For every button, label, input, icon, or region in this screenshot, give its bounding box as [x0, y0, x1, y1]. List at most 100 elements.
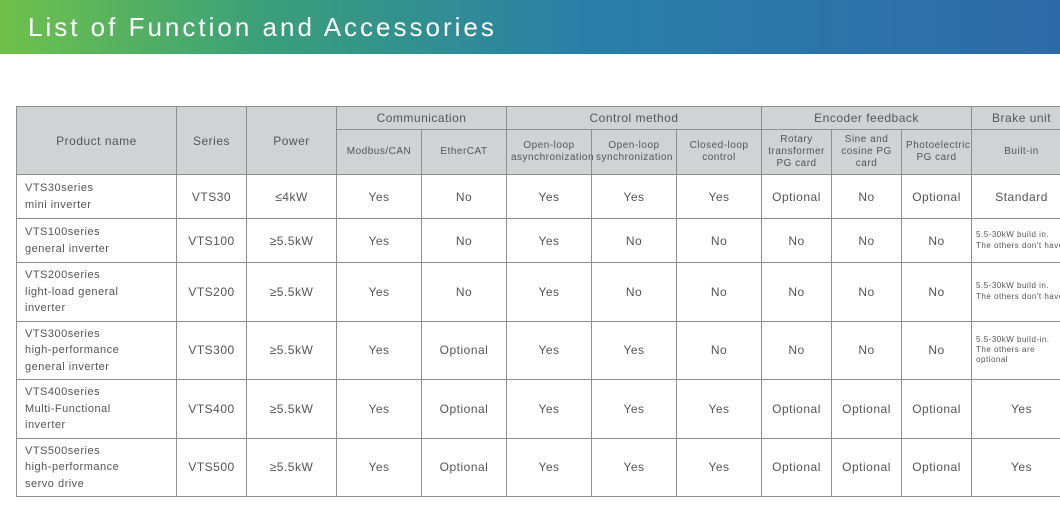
header-row-top: Product name Series Power Communication …: [17, 107, 1060, 130]
th-closed-loop: Closed-loop control: [677, 130, 762, 175]
th-brake-unit: Brake unit: [972, 107, 1060, 130]
table-row: VTS200serieslight-load generalinverterVT…: [17, 263, 1060, 322]
cell-photo: Optional: [902, 175, 972, 219]
th-photo: Photoelectric PG card: [902, 130, 972, 175]
function-table: Product name Series Power Communication …: [16, 106, 1060, 497]
cell-product-name: VTS100seriesgeneral inverter: [17, 219, 177, 263]
cell-product-name: VTS500serieshigh-performanceservo drive: [17, 438, 177, 497]
cell-open-sync: No: [592, 219, 677, 263]
table-row: VTS100seriesgeneral inverterVTS100≥5.5kW…: [17, 219, 1060, 263]
cell-modbus: Yes: [337, 263, 422, 322]
cell-photo: No: [902, 321, 972, 380]
table-row: VTS30seriesmini inverterVTS30≤4kWYesNoYe…: [17, 175, 1060, 219]
cell-open-async: Yes: [507, 438, 592, 497]
cell-open-async: Yes: [507, 175, 592, 219]
th-encoder-feedback: Encoder feedback: [762, 107, 972, 130]
table-body: VTS30seriesmini inverterVTS30≤4kWYesNoYe…: [17, 175, 1060, 497]
cell-rotary: Optional: [762, 175, 832, 219]
cell-open-sync: Yes: [592, 321, 677, 380]
cell-photo: Optional: [902, 438, 972, 497]
cell-rotary: No: [762, 321, 832, 380]
table-row: VTS400seriesMulti-FunctionalinverterVTS4…: [17, 380, 1060, 439]
cell-brake: 5.5-30kW build in.The others don't have: [972, 219, 1060, 263]
cell-rotary: Optional: [762, 438, 832, 497]
cell-closed-loop: Yes: [677, 380, 762, 439]
cell-sine-cos: Optional: [832, 380, 902, 439]
cell-brake: 5.5-30kW build-in.The others are optiona…: [972, 321, 1060, 380]
cell-product-name: VTS200serieslight-load generalinverter: [17, 263, 177, 322]
cell-modbus: Yes: [337, 175, 422, 219]
cell-open-async: Yes: [507, 219, 592, 263]
table-row: VTS500serieshigh-performanceservo driveV…: [17, 438, 1060, 497]
cell-power: ≤4kW: [247, 175, 337, 219]
cell-product-name: VTS30seriesmini inverter: [17, 175, 177, 219]
th-ethercat: EtherCAT: [422, 130, 507, 175]
title-bar: List of Function and Accessories: [0, 0, 1060, 54]
cell-modbus: Yes: [337, 219, 422, 263]
cell-closed-loop: No: [677, 219, 762, 263]
cell-ethercat: Optional: [422, 380, 507, 439]
cell-closed-loop: No: [677, 263, 762, 322]
cell-sine-cos: No: [832, 175, 902, 219]
cell-power: ≥5.5kW: [247, 438, 337, 497]
cell-series: VTS400: [177, 380, 247, 439]
cell-modbus: Yes: [337, 380, 422, 439]
th-power: Power: [247, 107, 337, 175]
cell-ethercat: Optional: [422, 321, 507, 380]
cell-photo: No: [902, 219, 972, 263]
cell-open-async: Yes: [507, 321, 592, 380]
th-communication: Communication: [337, 107, 507, 130]
cell-open-sync: No: [592, 263, 677, 322]
cell-product-name: VTS300serieshigh-performancegeneral inve…: [17, 321, 177, 380]
th-sine-cos: Sine and cosine PG card: [832, 130, 902, 175]
cell-open-sync: Yes: [592, 380, 677, 439]
cell-ethercat: No: [422, 263, 507, 322]
table-head: Product name Series Power Communication …: [17, 107, 1060, 175]
cell-ethercat: Optional: [422, 438, 507, 497]
cell-open-async: Yes: [507, 380, 592, 439]
page-title: List of Function and Accessories: [28, 12, 497, 43]
cell-brake: Yes: [972, 380, 1060, 439]
th-series: Series: [177, 107, 247, 175]
cell-series: VTS500: [177, 438, 247, 497]
th-builtin: Built-in: [972, 130, 1060, 175]
cell-rotary: No: [762, 219, 832, 263]
cell-closed-loop: Yes: [677, 438, 762, 497]
cell-brake: Standard: [972, 175, 1060, 219]
cell-open-sync: Yes: [592, 438, 677, 497]
cell-photo: No: [902, 263, 972, 322]
cell-brake: 5.5-30kW build in.The others don't have: [972, 263, 1060, 322]
cell-modbus: Yes: [337, 321, 422, 380]
cell-sine-cos: No: [832, 321, 902, 380]
cell-modbus: Yes: [337, 438, 422, 497]
cell-power: ≥5.5kW: [247, 380, 337, 439]
cell-closed-loop: Yes: [677, 175, 762, 219]
cell-series: VTS30: [177, 175, 247, 219]
cell-rotary: No: [762, 263, 832, 322]
cell-series: VTS200: [177, 263, 247, 322]
th-modbus-can: Modbus/CAN: [337, 130, 422, 175]
table-container: Product name Series Power Communication …: [0, 54, 1060, 497]
cell-sine-cos: No: [832, 263, 902, 322]
th-control-method: Control method: [507, 107, 762, 130]
cell-rotary: Optional: [762, 380, 832, 439]
th-product-name: Product name: [17, 107, 177, 175]
cell-power: ≥5.5kW: [247, 219, 337, 263]
table-row: VTS300serieshigh-performancegeneral inve…: [17, 321, 1060, 380]
cell-ethercat: No: [422, 219, 507, 263]
cell-power: ≥5.5kW: [247, 321, 337, 380]
th-rotary: Rotary transformer PG card: [762, 130, 832, 175]
cell-product-name: VTS400seriesMulti-Functionalinverter: [17, 380, 177, 439]
cell-open-async: Yes: [507, 263, 592, 322]
cell-sine-cos: Optional: [832, 438, 902, 497]
cell-sine-cos: No: [832, 219, 902, 263]
cell-photo: Optional: [902, 380, 972, 439]
cell-open-sync: Yes: [592, 175, 677, 219]
th-open-async: Open-loop asynchronization: [507, 130, 592, 175]
th-open-sync: Open-loop synchronization: [592, 130, 677, 175]
cell-series: VTS300: [177, 321, 247, 380]
cell-brake: Yes: [972, 438, 1060, 497]
cell-power: ≥5.5kW: [247, 263, 337, 322]
cell-closed-loop: No: [677, 321, 762, 380]
cell-series: VTS100: [177, 219, 247, 263]
